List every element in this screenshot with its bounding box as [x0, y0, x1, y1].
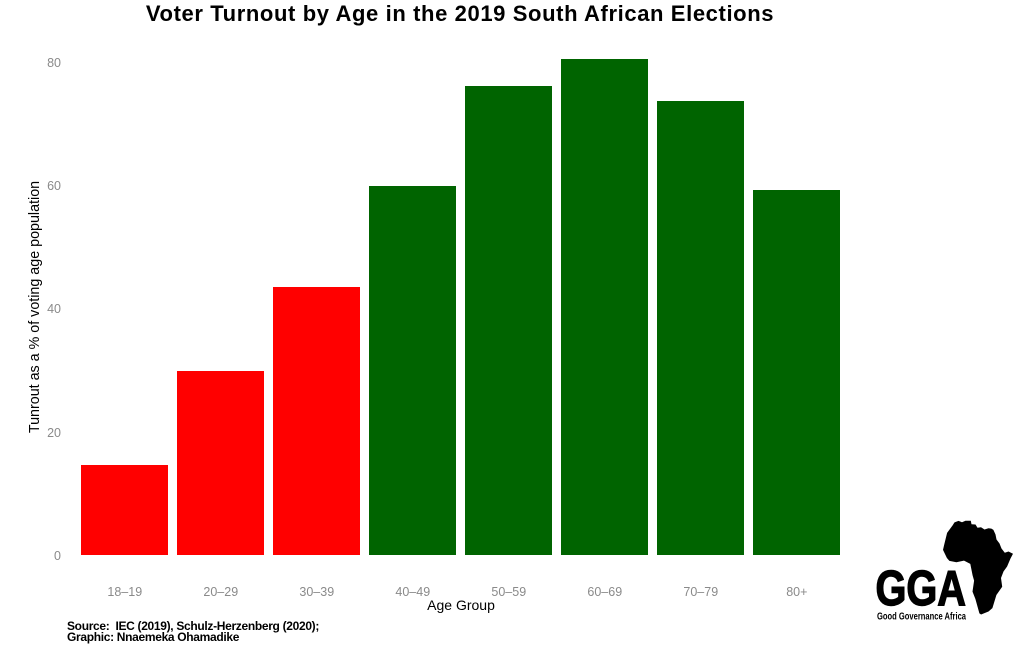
- svg-text:Good Governance Africa: Good Governance Africa: [877, 611, 966, 622]
- svg-text:GGA: GGA: [876, 561, 967, 616]
